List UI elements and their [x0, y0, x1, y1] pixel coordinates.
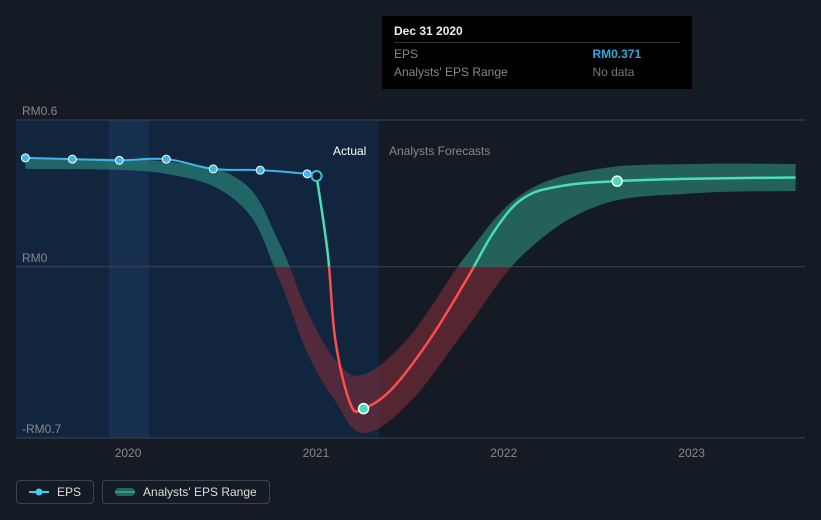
y-axis-label: RM0.6 — [22, 104, 57, 118]
tooltip-key: EPS — [394, 45, 568, 63]
eps-forecast-chart: RM0.6 RM0 -RM0.7 2020 2021 2022 2023 Actual A… — [0, 0, 821, 520]
legend-item-range[interactable]: Analysts' EPS Range — [102, 480, 270, 504]
range-swatch-icon — [115, 487, 135, 497]
divider-label-forecast: Analysts Forecasts — [389, 144, 490, 158]
legend-label: Analysts' EPS Range — [143, 485, 257, 499]
x-axis-label: 2023 — [678, 446, 705, 460]
legend-item-eps[interactable]: EPS — [16, 480, 94, 504]
x-axis-label: 2020 — [115, 446, 142, 460]
tooltip-value: RM0.371 — [568, 45, 680, 63]
tooltip-title: Dec 31 2020 — [394, 24, 680, 38]
x-axis-label: 2022 — [490, 446, 517, 460]
y-axis-label: -RM0.7 — [22, 422, 61, 436]
tooltip-key: Analysts' EPS Range — [394, 63, 568, 81]
x-axis-label: 2021 — [303, 446, 330, 460]
legend: EPS Analysts' EPS Range — [16, 480, 270, 504]
legend-label: EPS — [57, 485, 81, 499]
y-axis-label: RM0 — [22, 251, 47, 265]
hover-tooltip: Dec 31 2020 EPSRM0.371Analysts' EPS Rang… — [382, 16, 692, 89]
divider-label-actual: Actual — [333, 144, 366, 158]
tooltip-value: No data — [568, 63, 680, 81]
eps-swatch-icon — [29, 487, 49, 497]
